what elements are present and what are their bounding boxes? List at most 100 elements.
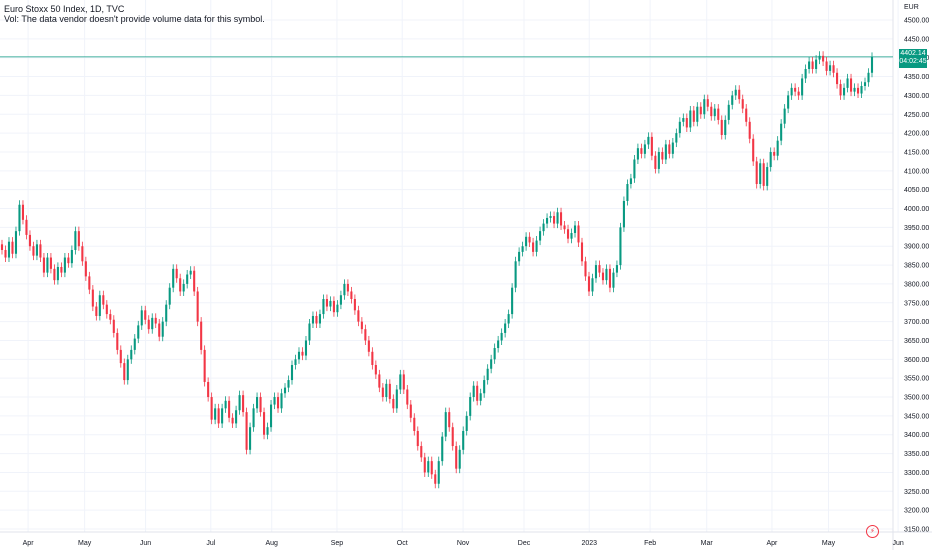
candle bbox=[130, 345, 133, 364]
y-tick-label: 4100.00 bbox=[904, 168, 929, 175]
candle-body bbox=[612, 272, 615, 288]
candle-body bbox=[367, 340, 370, 352]
candle bbox=[790, 83, 793, 100]
candle-body bbox=[553, 216, 556, 224]
candle-body bbox=[25, 219, 28, 235]
candle bbox=[385, 379, 388, 402]
candle-body bbox=[808, 61, 811, 70]
chart-title[interactable]: Euro Stoxx 50 Index, 1D, TVC bbox=[4, 4, 125, 14]
candle-body bbox=[678, 121, 681, 134]
candle bbox=[650, 132, 653, 161]
candle-body bbox=[448, 412, 451, 428]
candle bbox=[671, 138, 674, 159]
candle-body bbox=[214, 408, 217, 420]
lightning-icon[interactable]: ⚡ bbox=[866, 525, 879, 538]
candle bbox=[563, 220, 566, 234]
candle-body bbox=[273, 397, 276, 405]
chart-legend: Euro Stoxx 50 Index, 1D, TVC Vol: The da… bbox=[4, 4, 265, 24]
candle bbox=[843, 83, 846, 100]
candle bbox=[290, 360, 294, 385]
candle-body bbox=[151, 317, 154, 330]
candle bbox=[762, 158, 765, 191]
candle-body bbox=[689, 110, 692, 128]
candle bbox=[287, 375, 290, 393]
candle-body bbox=[549, 216, 552, 218]
candle bbox=[409, 400, 412, 423]
candle-body bbox=[364, 329, 367, 341]
candle-body bbox=[311, 315, 315, 324]
candle-body bbox=[283, 387, 287, 394]
candle-body bbox=[727, 104, 730, 120]
y-tick-label: 3750.00 bbox=[904, 300, 929, 307]
candle bbox=[7, 237, 11, 263]
candle-body bbox=[189, 270, 192, 275]
candle-body bbox=[825, 61, 828, 71]
candle bbox=[21, 200, 25, 225]
candle bbox=[266, 422, 269, 440]
candle bbox=[741, 94, 744, 114]
candle-body bbox=[584, 261, 587, 277]
candle bbox=[486, 364, 489, 385]
candle-body bbox=[28, 234, 31, 247]
candle bbox=[343, 279, 346, 300]
candle-body bbox=[315, 315, 318, 324]
candle-body bbox=[525, 236, 528, 247]
candle bbox=[221, 403, 224, 428]
candle-body bbox=[682, 118, 685, 122]
candle-body bbox=[290, 364, 294, 381]
candle bbox=[483, 375, 486, 398]
candle bbox=[580, 237, 584, 266]
candle-body bbox=[605, 268, 608, 281]
candle-body bbox=[63, 257, 66, 273]
candle-body bbox=[493, 348, 496, 360]
candle-body bbox=[836, 72, 839, 85]
candle bbox=[60, 262, 63, 278]
x-tick-label: Jul bbox=[206, 540, 215, 547]
candle-body bbox=[242, 395, 245, 413]
candle bbox=[378, 369, 381, 393]
candle-body bbox=[664, 144, 667, 160]
candle-body bbox=[462, 430, 465, 450]
candle bbox=[91, 285, 94, 312]
candle bbox=[678, 117, 681, 138]
candle bbox=[109, 309, 112, 325]
candle bbox=[811, 56, 814, 74]
candle-body bbox=[804, 69, 807, 79]
candle bbox=[815, 55, 818, 74]
candle bbox=[794, 83, 797, 97]
candle bbox=[308, 318, 311, 346]
candle bbox=[367, 335, 370, 357]
candle-body bbox=[109, 314, 112, 320]
x-tick-label: Jun bbox=[140, 540, 151, 547]
candle bbox=[518, 247, 521, 266]
candle bbox=[42, 253, 45, 278]
candle bbox=[193, 266, 196, 296]
candle-body bbox=[566, 229, 570, 239]
y-tick-label: 3350.00 bbox=[904, 451, 929, 458]
candle-body bbox=[346, 283, 349, 292]
candle bbox=[797, 87, 800, 100]
candle-body bbox=[783, 108, 786, 124]
candle-body bbox=[570, 233, 573, 239]
candle-body bbox=[249, 427, 252, 450]
candle-body bbox=[486, 368, 489, 381]
candle bbox=[776, 136, 779, 161]
candle bbox=[566, 224, 570, 244]
x-tick-label: May bbox=[78, 540, 92, 547]
candle-body bbox=[259, 397, 262, 413]
candle-body bbox=[269, 404, 273, 428]
candle bbox=[696, 102, 699, 127]
candle bbox=[668, 139, 671, 159]
candle bbox=[437, 456, 440, 489]
y-tick-label: 3400.00 bbox=[904, 432, 929, 439]
candle bbox=[640, 143, 643, 159]
candle-body bbox=[18, 204, 21, 232]
candle-body bbox=[839, 84, 842, 96]
candle bbox=[559, 207, 563, 231]
candle-body bbox=[822, 55, 825, 62]
candle-body bbox=[867, 72, 870, 83]
candle-body bbox=[304, 340, 308, 356]
candle-body bbox=[863, 82, 867, 86]
